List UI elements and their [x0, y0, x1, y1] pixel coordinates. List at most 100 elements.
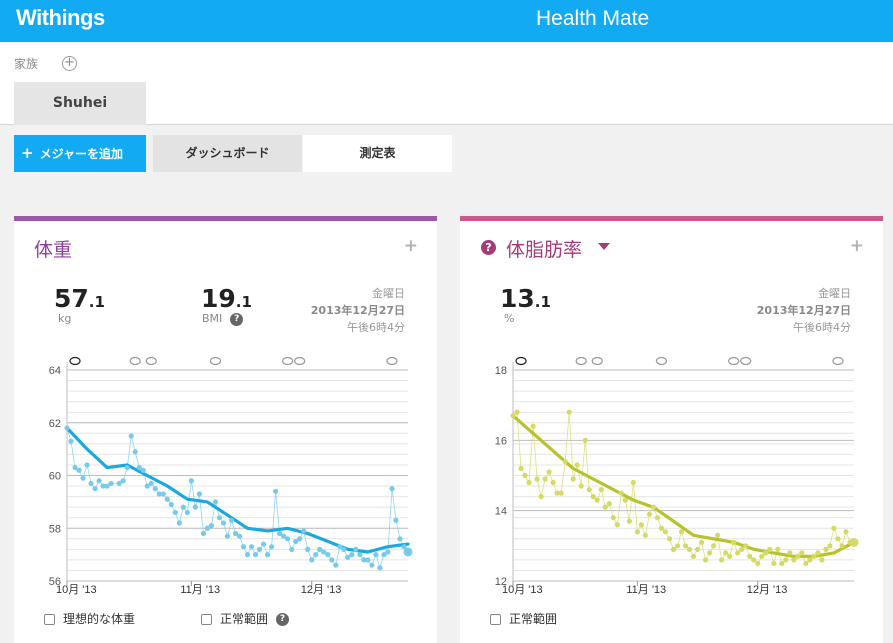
add-weight-icon[interactable]: +	[403, 236, 418, 256]
data-point	[686, 546, 693, 552]
normal-range-label: 正常範囲	[220, 612, 269, 626]
weight-title[interactable]: 体重	[34, 239, 73, 261]
body-fat-date-date: 2013年12月27日	[756, 304, 851, 317]
normal-range-checkbox[interactable]	[201, 614, 212, 625]
body-fat-value: 13.1	[500, 284, 551, 313]
data-point	[654, 515, 661, 521]
y-tick-label: 18	[495, 365, 507, 377]
data-point	[148, 480, 154, 487]
data-point	[160, 491, 166, 497]
weight-date-time: 午後6時4分	[347, 321, 405, 334]
data-point	[759, 553, 765, 559]
add-body-fat-icon[interactable]: +	[849, 236, 864, 256]
data-point	[200, 530, 206, 537]
bmi-value: 19.1	[201, 284, 252, 313]
x-tick-label: 11月 '13	[626, 584, 666, 596]
data-point	[751, 557, 757, 563]
data-point	[650, 504, 657, 510]
data-point	[244, 552, 251, 558]
data-point	[264, 552, 271, 558]
data-point	[743, 543, 749, 549]
normal-range-fat-checkbox[interactable]	[490, 614, 501, 625]
data-point	[216, 515, 223, 521]
comment-icon	[294, 356, 306, 366]
body-fat-help-icon[interactable]: ?	[481, 240, 496, 255]
data-point	[96, 478, 102, 484]
data-point	[775, 546, 781, 552]
data-point	[297, 536, 303, 542]
data-point	[514, 409, 520, 415]
data-point	[80, 475, 86, 481]
data-point	[180, 504, 186, 510]
weight-chart[interactable]: 56 58 60 62 64 10月 '13 11月 '13 12月 '13	[14, 352, 437, 602]
data-point	[176, 520, 182, 526]
comment-icon	[129, 356, 141, 366]
data-point	[779, 560, 785, 567]
data-point	[403, 547, 413, 557]
data-point	[586, 486, 592, 493]
data-point	[550, 479, 556, 486]
trend-line	[65, 426, 410, 554]
y-tick-label: 60	[49, 471, 61, 483]
data-point	[574, 462, 580, 468]
chevron-down-icon[interactable]	[598, 243, 610, 250]
weight-value: 57.1	[54, 284, 105, 313]
data-point	[538, 494, 544, 500]
data-point	[839, 543, 845, 549]
weight-date-date: 2013年12月27日	[310, 304, 405, 317]
data-point	[128, 433, 134, 439]
data-point	[76, 467, 82, 473]
data-point	[313, 552, 319, 558]
data-point	[325, 552, 331, 558]
data-point	[783, 557, 789, 563]
plus-icon: +	[21, 144, 34, 162]
legend-normal-range-weight[interactable]: 正常範囲?	[201, 610, 290, 627]
data-point	[755, 560, 761, 567]
data-point	[849, 537, 859, 547]
data-point	[634, 529, 640, 535]
add-family-icon[interactable]: +	[62, 56, 77, 71]
body-fat-title[interactable]: 体脂肪率	[506, 239, 583, 261]
data-point	[534, 476, 540, 482]
data-point	[530, 423, 536, 429]
data-point	[277, 530, 283, 537]
data-point	[248, 544, 255, 550]
tab-measurement-table[interactable]: 測定表	[303, 135, 452, 172]
y-tick-label: 58	[49, 523, 61, 535]
data-point	[694, 546, 701, 552]
data-point	[562, 458, 568, 465]
add-measure-button[interactable]: + メジャーを追加	[14, 135, 146, 172]
legend-normal-range-fat[interactable]: 正常範囲	[490, 610, 557, 627]
data-point	[301, 528, 307, 534]
legend-ideal-weight[interactable]: 理想的な体重	[44, 610, 135, 627]
body-fat-value-dec: .1	[534, 293, 551, 311]
data-point	[835, 536, 841, 542]
user-tab-shuhei[interactable]: Shuhei	[14, 82, 146, 125]
bmi-help-icon[interactable]: ?	[230, 312, 244, 326]
data-point	[566, 409, 572, 415]
normal-range-help-icon[interactable]: ?	[276, 613, 290, 626]
body-fat-date: 金曜日 2013年12月27日 午後6時4分	[757, 285, 851, 336]
family-area: 家族 + Shuhei	[0, 42, 893, 125]
data-point	[582, 437, 588, 443]
y-tick-label: 14	[495, 506, 507, 518]
data-point	[232, 530, 239, 537]
withings-logo[interactable]: Withings	[16, 5, 105, 30]
data-point	[84, 462, 90, 468]
data-point	[273, 488, 279, 494]
data-point	[393, 517, 399, 523]
data-point	[678, 529, 685, 535]
data-point	[361, 557, 367, 563]
ideal-weight-checkbox[interactable]	[44, 614, 55, 625]
data-point	[747, 553, 753, 559]
comment-icon	[740, 356, 752, 366]
data-point	[843, 529, 849, 535]
body-fat-card: ? 体脂肪率 + 13.1 % 金曜日 2013年12月27日 午後6時4分 1…	[460, 216, 883, 643]
data-point	[192, 504, 198, 510]
data-point	[136, 464, 142, 471]
data-point	[803, 560, 809, 567]
bmi-label-row: BMI?	[202, 312, 244, 326]
bmi-value-int: 19	[201, 284, 236, 313]
body-fat-chart[interactable]: 12 14 16 18 10月 '13 11月 '13 12月 '13	[460, 352, 883, 602]
tab-dashboard[interactable]: ダッシュボード	[153, 135, 302, 172]
